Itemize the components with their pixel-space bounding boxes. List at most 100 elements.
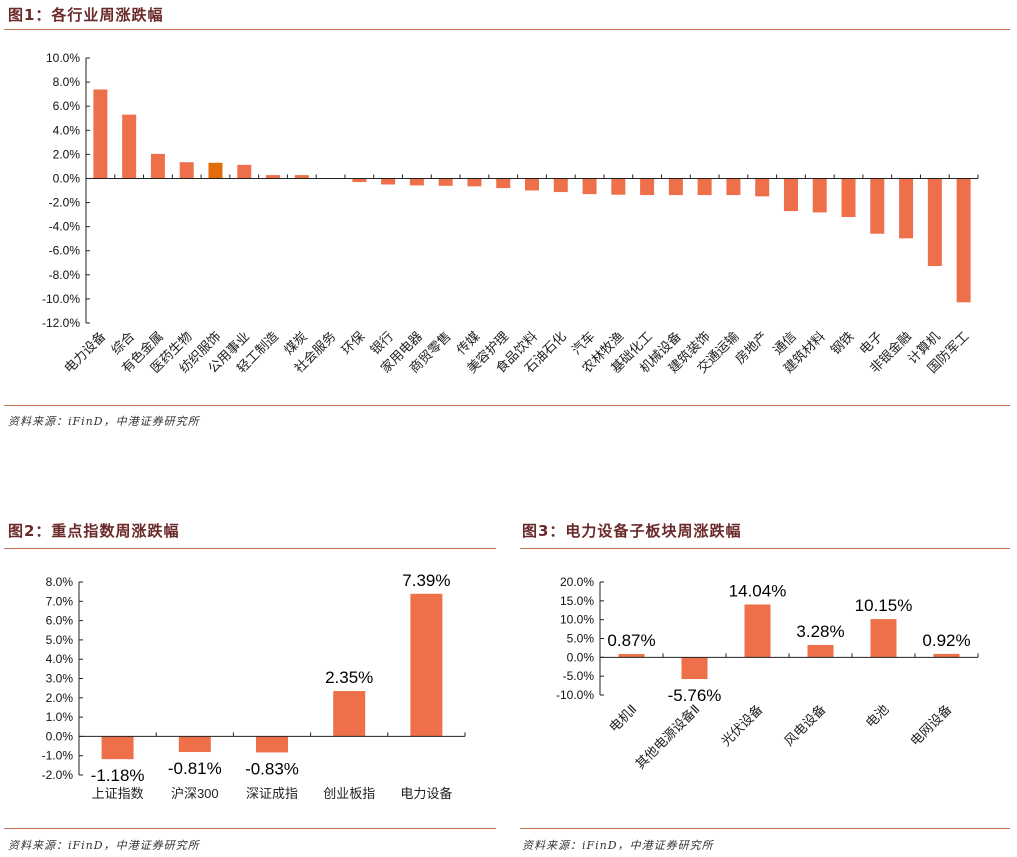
- chart3-bar: [618, 654, 645, 658]
- chart1-bar: [381, 178, 396, 185]
- chart2-y-tick-label: 1.0%: [46, 710, 74, 724]
- chart1-bar: [870, 178, 885, 234]
- chart2-y-tick-label: 6.0%: [46, 614, 74, 628]
- chart3-category-label: 电池: [863, 702, 892, 731]
- chart3-data-label: 10.15%: [855, 596, 913, 615]
- chart1-bar: [640, 178, 655, 196]
- figure1-title: 图1：各行业周涨跌幅: [8, 6, 164, 24]
- figure1-bottom-rule: [4, 405, 1010, 406]
- chart1-category-label: 电力设备: [61, 329, 108, 376]
- chart2-y-tick-label: -1.0%: [42, 749, 74, 763]
- chart1-bar: [122, 114, 137, 179]
- chart1-y-tick-label: -8.0%: [49, 268, 81, 282]
- chart3-y-tick-label: -10.0%: [556, 688, 594, 702]
- chart1-y-tick-label: -6.0%: [49, 244, 81, 258]
- chart1-bar: [237, 164, 252, 179]
- chart2-data-label: -0.83%: [245, 759, 299, 778]
- chart2-data-label: 2.35%: [325, 668, 373, 687]
- chart2-y-tick-label: 0.0%: [46, 729, 74, 743]
- chart1-y-tick-label: -4.0%: [49, 220, 81, 234]
- figure2-top-rule: [4, 548, 496, 549]
- chart1-y-tick-label: 2.0%: [53, 147, 81, 161]
- chart3-bar: [744, 604, 771, 658]
- chart3-y-tick-label: 5.0%: [567, 632, 595, 646]
- chart2-y-tick-label: 7.0%: [46, 594, 74, 608]
- chart2-bar: [256, 736, 288, 753]
- chart1-bar: [783, 178, 798, 212]
- chart3-category-label: 其他电源设备Ⅱ: [632, 702, 702, 772]
- figure3-source: 资料来源：iFinD，中港证券研究所: [522, 839, 714, 852]
- chart2-category-label: 上证指数: [92, 786, 144, 801]
- chart1-y-tick-label: 8.0%: [53, 75, 81, 89]
- chart3-y-tick-label: 0.0%: [567, 650, 595, 664]
- chart2-bar: [410, 593, 443, 737]
- figure3-bottom-rule: [520, 828, 1010, 829]
- chart1-bar: [611, 178, 626, 195]
- chart1-bar: [525, 178, 539, 191]
- figure1-source: 资料来源：iFinD，中港证券研究所: [8, 415, 200, 428]
- chart3-category-label: 电网设备: [907, 702, 954, 749]
- chart2-y-tick-label: 2.0%: [46, 691, 74, 705]
- chart3-y-tick-label: 10.0%: [560, 613, 594, 627]
- chart1-bar: [150, 153, 165, 179]
- chart1-category-label: 环保: [338, 329, 367, 358]
- figure1-top-rule: [4, 29, 1010, 30]
- chart3-y-tick-label: -5.0%: [563, 669, 595, 683]
- chart2-bar: [178, 736, 211, 753]
- chart3-bar: [807, 644, 834, 658]
- chart1-bar: [668, 178, 683, 196]
- chart1-bar: [93, 89, 108, 179]
- chart2-y-tick-label: 8.0%: [46, 575, 74, 589]
- chart2-category-label: 沪深300: [171, 786, 219, 801]
- figure3-top-rule: [520, 548, 1010, 549]
- chart3-category-label: 光伏设备: [718, 702, 765, 749]
- chart2-y-tick-label: -2.0%: [42, 768, 74, 782]
- chart3-category-label: 电机Ⅱ: [606, 702, 640, 736]
- chart3-bar: [681, 657, 708, 680]
- chart1-y-tick-label: 10.0%: [46, 51, 80, 65]
- chart2-category-label: 深证成指: [246, 786, 298, 801]
- chart1-bar: [496, 178, 511, 189]
- chart1-bar: [409, 178, 424, 186]
- chart3-y-tick-label: 15.0%: [560, 594, 594, 608]
- chart1-bar: [352, 178, 367, 183]
- chart1-bar: [956, 178, 971, 303]
- chart1-bar: [467, 178, 482, 187]
- chart2-category-label: 创业板指: [323, 786, 375, 801]
- chart2-category-label: 电力设备: [400, 786, 452, 801]
- chart1-bar: [697, 178, 712, 196]
- chart1-y-tick-label: -12.0%: [42, 316, 80, 330]
- chart1-bar: [726, 178, 741, 196]
- chart2-data-label: -0.81%: [168, 759, 222, 778]
- chart1-bar: [755, 178, 770, 197]
- chart2-data-label: 7.39%: [402, 571, 450, 590]
- chart1-bar: [812, 178, 827, 213]
- chart2-y-tick-label: 3.0%: [46, 672, 74, 686]
- chart2-bar: [333, 691, 366, 737]
- chart1-bar: [179, 162, 194, 179]
- chart1-y-tick-label: -2.0%: [49, 196, 81, 210]
- chart2-y-tick-label: 5.0%: [46, 633, 74, 647]
- chart1-bar: [582, 178, 597, 195]
- chart1-bar: [899, 178, 914, 239]
- chart1-bar: [927, 178, 942, 267]
- chart3-category-label: 风电设备: [781, 702, 828, 749]
- figure2-title: 图2：重点指数周涨跌幅: [8, 522, 180, 540]
- chart1-bar: [438, 178, 453, 186]
- chart1-bar: [294, 175, 309, 179]
- chart1-y-tick-label: 4.0%: [53, 123, 81, 137]
- chart1-category-label: 房地产: [732, 329, 770, 367]
- figure2-bottom-rule: [4, 828, 496, 829]
- chart1-bar: [266, 175, 281, 179]
- chart1-bar: [208, 162, 223, 179]
- chart1-bar: [553, 178, 568, 193]
- chart3-data-label: -5.76%: [668, 686, 722, 705]
- chart2-data-label: -1.18%: [91, 766, 145, 785]
- chart1-y-tick-label: -10.0%: [42, 292, 80, 306]
- chart2-bar: [101, 736, 134, 760]
- chart3-data-label: 3.28%: [796, 622, 844, 641]
- figure3-title: 图3：电力设备子板块周涨跌幅: [522, 522, 742, 540]
- chart3-data-label: 0.92%: [922, 631, 970, 650]
- chart3-bar: [933, 653, 960, 658]
